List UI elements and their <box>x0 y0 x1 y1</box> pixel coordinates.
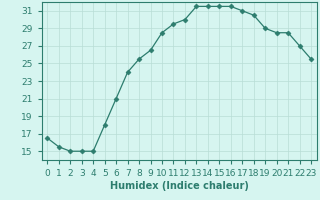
X-axis label: Humidex (Indice chaleur): Humidex (Indice chaleur) <box>110 181 249 191</box>
